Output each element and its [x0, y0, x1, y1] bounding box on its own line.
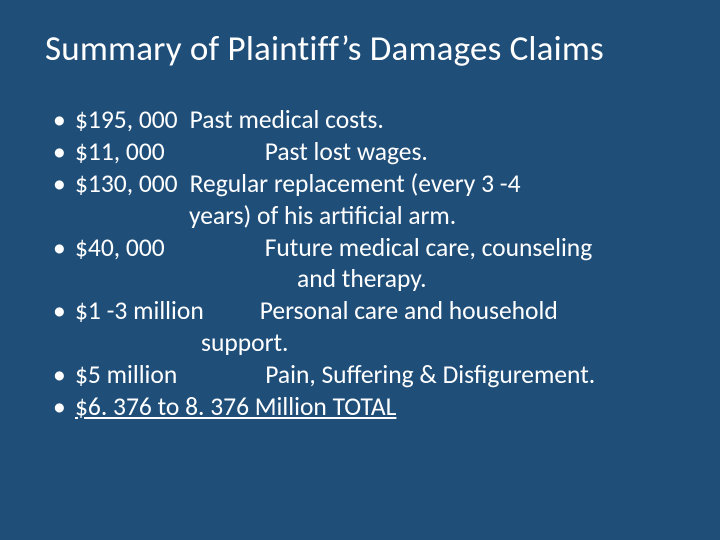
- list-item: • $5 million Pain, Suffering & Disfigurem…: [53, 359, 680, 391]
- list-item: • $11, 000 Past lost wages.: [53, 136, 680, 168]
- bullet-icon: •: [53, 295, 75, 327]
- bullet-icon: •: [53, 104, 75, 136]
- slide: Summary of Plaintiff’s Damages Claims • …: [0, 0, 720, 540]
- item-text: $130, 000 Regular replacement (every 3 -4: [75, 168, 680, 200]
- slide-body: • $195, 000 Past medical costs. • $11, 00…: [45, 104, 680, 423]
- desc-cont: support.: [75, 327, 680, 359]
- amount: $40, 000: [75, 232, 165, 263]
- desc: Past medical costs.: [190, 104, 384, 135]
- list-item: • $1 -3 million Personal care and househo…: [53, 295, 680, 327]
- item-text: $195, 000 Past medical costs.: [75, 104, 680, 136]
- bullet-icon: •: [53, 391, 75, 423]
- list-item: • $6. 376 to 8. 376 Million TOTAL: [53, 391, 680, 423]
- desc: Pain, Suffering & Disfigurement.: [265, 359, 595, 390]
- list-item: • $130, 000 Regular replacement (every 3 …: [53, 168, 680, 200]
- bullet-icon: •: [53, 232, 75, 264]
- item-text: $40, 000 Future medical care, counseling: [75, 232, 680, 264]
- desc: Regular replacement (every 3 -4: [190, 168, 521, 199]
- bullet-icon: •: [53, 136, 75, 168]
- bullet-icon: •: [53, 168, 75, 200]
- amount: $195, 000: [75, 104, 178, 135]
- list-item: • $195, 000 Past medical costs.: [53, 104, 680, 136]
- slide-title: Summary of Plaintiff’s Damages Claims: [45, 28, 680, 70]
- list-item-cont: and therapy.: [53, 263, 680, 295]
- list-item-cont: support.: [53, 327, 680, 359]
- item-text: $1 -3 million Personal care and household: [75, 295, 680, 327]
- desc-cont: years) of his artificial arm.: [75, 200, 680, 232]
- amount: $5 million: [75, 359, 177, 390]
- desc: Future medical care, counseling: [265, 232, 593, 263]
- desc: Personal care and household: [260, 295, 558, 326]
- desc: Past lost wages.: [265, 136, 428, 167]
- amount: $1 -3 million: [75, 295, 204, 326]
- desc-cont: and therapy.: [75, 263, 680, 295]
- list-item-cont: years) of his artificial arm.: [53, 200, 680, 232]
- amount: $11, 000: [75, 136, 165, 167]
- bullet-icon: •: [53, 359, 75, 391]
- list-item: • $40, 000 Future medical care, counselin…: [53, 232, 680, 264]
- total-line: $6. 376 to 8. 376 Million TOTAL: [75, 391, 680, 423]
- item-text: $5 million Pain, Suffering & Disfiguremen…: [75, 359, 680, 391]
- amount: $130, 000: [75, 168, 178, 199]
- item-text: $11, 000 Past lost wages.: [75, 136, 680, 168]
